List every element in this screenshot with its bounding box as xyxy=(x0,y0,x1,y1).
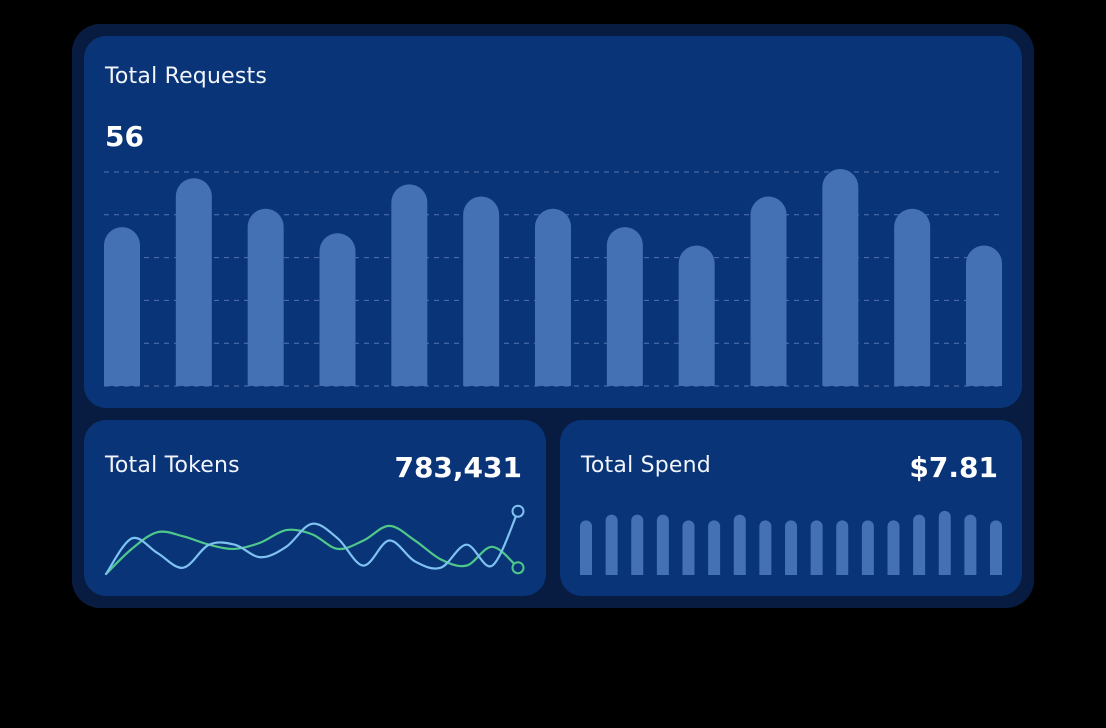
request-bar[interactable] xyxy=(247,208,284,386)
tokens-series-line xyxy=(104,524,520,576)
tokens-line-chart xyxy=(104,504,525,576)
request-bar[interactable] xyxy=(966,245,1002,386)
request-bar[interactable] xyxy=(535,208,571,386)
spend-bar[interactable] xyxy=(605,514,618,575)
spend-bar[interactable] xyxy=(785,520,797,575)
request-bar[interactable] xyxy=(822,169,859,386)
spend-bar[interactable] xyxy=(759,520,772,575)
total-spend-card[interactable]: Total Spend $7.81 xyxy=(560,420,1022,596)
spend-bar[interactable] xyxy=(733,514,746,575)
total-requests-card[interactable]: Total Requests 56 xyxy=(84,36,1022,408)
tokens-series-endpoint[interactable] xyxy=(511,504,525,518)
request-bar[interactable] xyxy=(391,184,428,386)
spend-bar[interactable] xyxy=(580,520,592,575)
spend-bar[interactable] xyxy=(682,520,695,575)
total-tokens-title: Total Tokens xyxy=(105,453,240,478)
spend-bar[interactable] xyxy=(861,520,874,575)
request-bar[interactable] xyxy=(319,233,356,386)
request-bar[interactable] xyxy=(750,196,787,386)
tokens-series-endpoint[interactable] xyxy=(511,561,525,575)
spend-bar[interactable] xyxy=(938,510,951,575)
request-bar[interactable] xyxy=(104,227,140,386)
spend-bar[interactable] xyxy=(990,520,1002,575)
spend-bar[interactable] xyxy=(631,514,644,575)
spend-bar[interactable] xyxy=(913,514,926,575)
spend-bar[interactable] xyxy=(708,520,721,575)
request-bar[interactable] xyxy=(463,196,500,386)
total-spend-title: Total Spend xyxy=(581,453,711,478)
tokens-series-line xyxy=(104,510,520,576)
request-bar[interactable] xyxy=(175,178,212,386)
spend-bar-chart xyxy=(580,510,1002,575)
total-tokens-value: 783,431 xyxy=(394,451,522,484)
total-spend-value: $7.81 xyxy=(909,451,998,484)
total-tokens-card[interactable]: Total Tokens 783,431 xyxy=(84,420,546,596)
request-bar[interactable] xyxy=(678,245,715,386)
spend-bar[interactable] xyxy=(810,520,823,575)
spend-bar[interactable] xyxy=(656,514,669,575)
total-requests-value: 56 xyxy=(105,120,144,153)
request-bar[interactable] xyxy=(894,208,931,386)
request-bar[interactable] xyxy=(606,227,643,386)
spend-bar[interactable] xyxy=(887,520,900,575)
requests-bar-chart xyxy=(104,169,1002,387)
spend-bar[interactable] xyxy=(836,520,849,575)
spend-bar[interactable] xyxy=(964,514,977,575)
total-requests-title: Total Requests xyxy=(105,64,267,89)
